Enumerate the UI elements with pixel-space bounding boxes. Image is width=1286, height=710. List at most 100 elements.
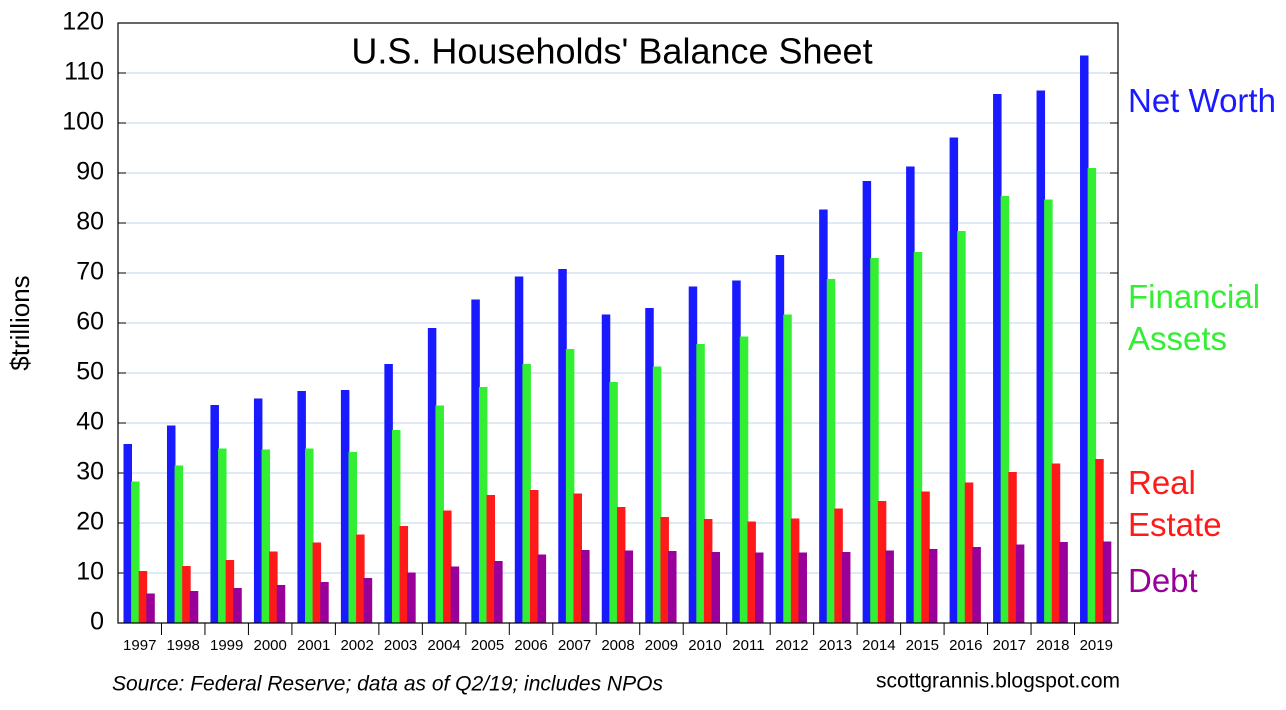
y-tick-label: 50: [76, 358, 104, 386]
bar: [384, 364, 393, 623]
bar: [696, 344, 705, 623]
x-tick-label: 2002: [340, 637, 373, 654]
x-tick-label: 2005: [471, 637, 504, 654]
bar: [391, 430, 401, 623]
bar: [537, 554, 547, 623]
bar: [993, 94, 1002, 623]
bar: [471, 299, 480, 623]
y-axis-label: $trillions: [5, 275, 35, 370]
y-tick-label: 0: [90, 608, 104, 636]
bar: [798, 552, 807, 623]
bar: [514, 276, 524, 623]
bar: [123, 444, 132, 623]
bar: [711, 552, 721, 623]
y-tick-label: 60: [76, 308, 104, 336]
y-tick-label: 120: [62, 8, 104, 36]
bar: [348, 452, 357, 623]
credit: scottgrannis.blogspot.com: [876, 670, 1120, 693]
x-tick-label: 2019: [1080, 637, 1113, 654]
bar: [747, 521, 756, 623]
bar: [1036, 90, 1046, 623]
bar: [754, 552, 764, 623]
bar: [645, 308, 654, 623]
bar: [688, 286, 698, 623]
bar: [443, 510, 452, 623]
legend-entry: Financial Assets: [1128, 278, 1261, 357]
bar: [356, 534, 365, 623]
x-tick-label: 2006: [514, 637, 547, 654]
x-tick-label: 1997: [123, 637, 156, 654]
legend-entry: Net Worth: [1128, 82, 1276, 119]
bar: [210, 405, 219, 623]
x-tick-label: 2008: [601, 637, 634, 654]
bar: [862, 181, 872, 623]
x-tick-label: 2015: [906, 637, 939, 654]
bar: [1044, 199, 1053, 623]
bar: [261, 449, 271, 623]
bar: [1051, 463, 1061, 623]
bar: [174, 465, 184, 623]
bar: [189, 591, 199, 623]
bar: [363, 578, 373, 623]
bar: [297, 391, 306, 623]
bar: [182, 566, 191, 623]
bar: [957, 231, 966, 623]
bar: [1080, 55, 1089, 623]
bar: [870, 258, 879, 623]
bar: [906, 166, 915, 623]
bar: [225, 560, 235, 623]
bar: [949, 137, 959, 623]
y-tick-label: 90: [76, 158, 104, 186]
x-tick-label: 1998: [167, 637, 200, 654]
bar: [1102, 541, 1112, 623]
chart-title: U.S. Households' Balance Sheet: [351, 31, 872, 72]
bar: [739, 336, 749, 623]
bar: [486, 495, 496, 623]
bar: [790, 518, 800, 623]
bar: [581, 550, 590, 623]
legend-entry: Real Estate: [1128, 464, 1222, 543]
bar: [312, 542, 322, 623]
x-tick-label: 2011: [732, 637, 764, 654]
bar: [269, 551, 278, 623]
bar: [601, 314, 611, 623]
bar: [1059, 542, 1068, 623]
x-tick-label: 2013: [819, 637, 852, 654]
y-tick-label: 20: [76, 508, 104, 536]
bar: [494, 561, 503, 623]
bar: [522, 364, 531, 623]
bar: [305, 448, 314, 623]
bar: [964, 482, 974, 623]
x-tick-label: 2012: [775, 637, 808, 654]
bar: [775, 255, 785, 623]
bar: [573, 493, 582, 623]
bar: [530, 490, 539, 623]
bar: [921, 491, 930, 623]
x-tick-label: 2004: [427, 637, 460, 654]
x-tick-label: 2010: [688, 637, 721, 654]
bar: [138, 571, 148, 623]
x-tick-label: 2007: [558, 637, 591, 654]
bar: [624, 550, 634, 623]
bar: [146, 593, 155, 623]
bar: [218, 448, 227, 623]
bar: [913, 252, 923, 623]
x-tick-label: 2014: [862, 637, 895, 654]
bar: [609, 382, 618, 623]
bar: [399, 526, 409, 623]
x-tick-label: 2003: [384, 637, 417, 654]
bar: [1087, 168, 1097, 623]
bar: [435, 405, 444, 623]
bar: [233, 588, 242, 623]
bar: [732, 280, 741, 623]
bar: [478, 387, 488, 623]
bar: [1015, 544, 1025, 623]
bar: [1000, 196, 1010, 623]
bar: [972, 547, 981, 623]
bar: [1095, 459, 1104, 623]
bar: [819, 209, 828, 623]
bar: [320, 582, 329, 623]
y-tick-label: 30: [76, 458, 104, 486]
